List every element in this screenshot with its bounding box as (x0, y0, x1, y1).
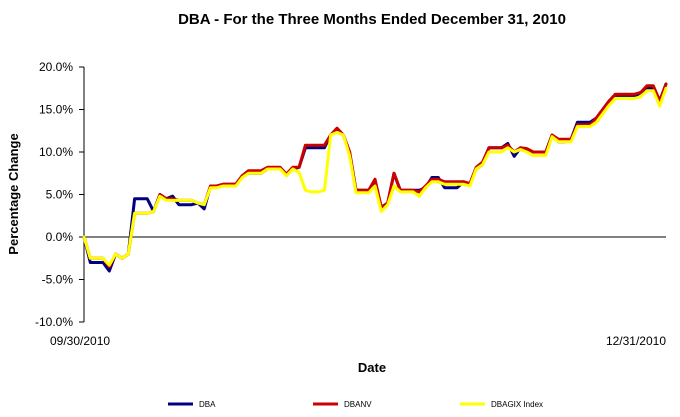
y-tick-label: -10.0% (35, 315, 73, 329)
x-tick-label-start: 09/30/2010 (50, 334, 110, 348)
y-tick-label: 15.0% (39, 103, 73, 117)
legend-label: DBANV (344, 400, 372, 409)
series-lines (82, 82, 668, 273)
legend: DBA DBANV DBAGIX Index (168, 400, 543, 409)
y-tick-label: 0.0% (46, 230, 74, 244)
legend-label: DBA (199, 400, 216, 409)
chart-title: DBA - For the Three Months Ended Decembe… (178, 11, 566, 28)
legend-label: DBAGIX Index (491, 400, 543, 409)
series-line-dbagix-index (82, 86, 668, 267)
y-tick-label: 10.0% (39, 145, 73, 159)
y-axis-title: Percentage Change (6, 133, 21, 254)
x-axis-ticks: 09/30/2010 12/31/2010 (50, 334, 666, 348)
series-line-dbanv (82, 82, 668, 269)
series-line-dba (82, 82, 668, 273)
y-tick-label: 20.0% (39, 60, 73, 74)
y-tick-label: 5.0% (46, 188, 74, 202)
y-tick-label: -5.0% (42, 273, 74, 287)
x-axis-title: Date (358, 360, 386, 375)
y-axis-ticks: 20.0% 15.0% 10.0% 5.0% 0.0% -5.0% -10.0% (35, 60, 84, 329)
x-tick-label-end: 12/31/2010 (606, 334, 666, 348)
